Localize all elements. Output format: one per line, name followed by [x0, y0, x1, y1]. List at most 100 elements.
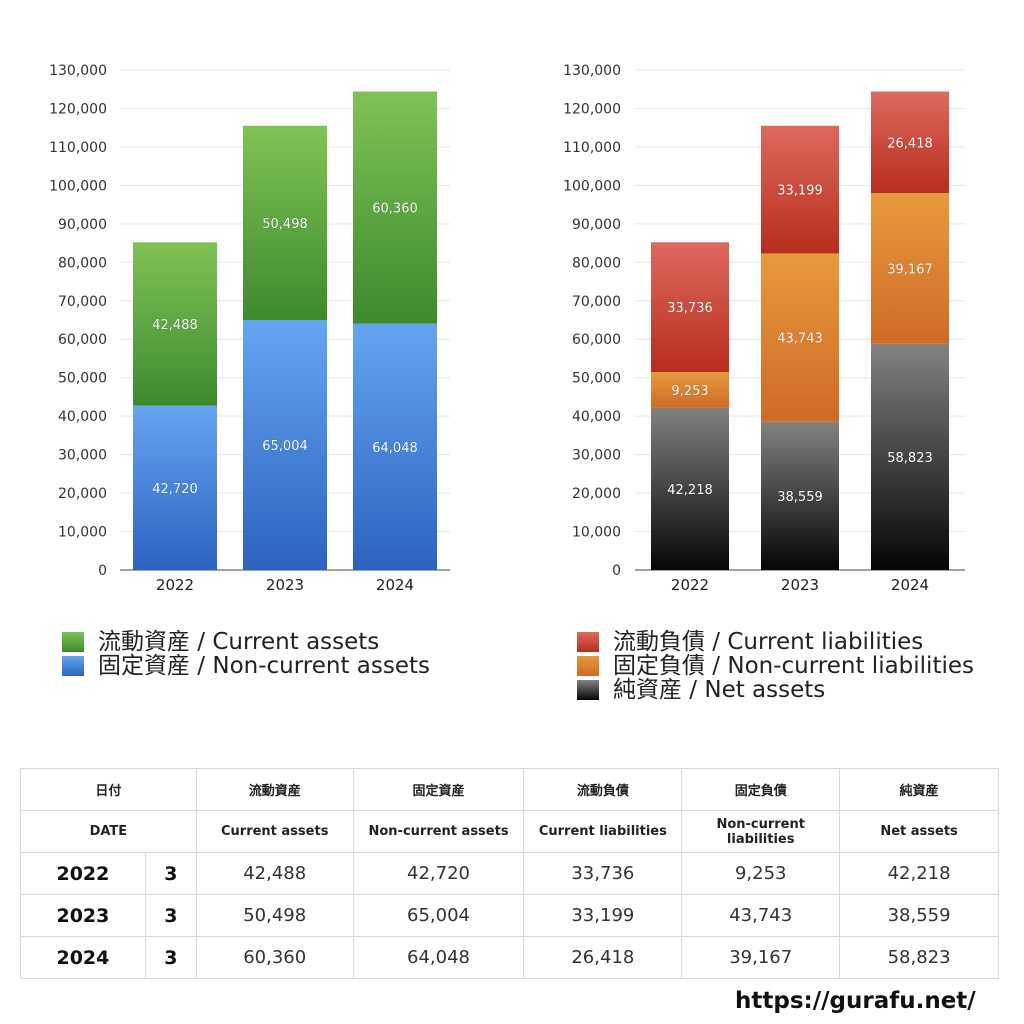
header-noncurrent-assets-en: Non-current assets [352, 810, 525, 853]
table-header-row-en: DATE Current assets Non-current assets C… [20, 810, 999, 853]
header-noncurrent-liabilities-jp: 固定負債 [681, 768, 841, 811]
bar-segment [353, 323, 437, 570]
cell-current-assets: 42,488 [195, 852, 354, 895]
legend-item-current-assets: 流動資産 / Current assets [62, 630, 430, 654]
cell-noncurrent-liabilities: 9,253 [681, 852, 841, 895]
row-month: 3 [144, 852, 197, 895]
cell-noncurrent-assets: 42,720 [352, 852, 525, 895]
cell-net-assets: 38,559 [839, 894, 999, 937]
y-tick-label: 110,000 [563, 140, 621, 156]
assets-legend: 流動資産 / Current assets 固定資産 / Non-current… [62, 630, 430, 678]
bar-segment [761, 253, 839, 422]
bar-data-label: 9,253 [671, 384, 708, 399]
y-tick-label: 0 [98, 563, 107, 579]
y-tick-label: 20,000 [572, 486, 621, 502]
header-current-liabilities-jp: 流動負債 [523, 768, 683, 811]
table-row: 2022 3 42,488 42,720 33,736 9,253 42,218 [20, 852, 999, 895]
cell-net-assets: 58,823 [839, 936, 999, 979]
site-url[interactable]: https://gurafu.net/ [735, 988, 976, 1014]
cell-noncurrent-assets: 65,004 [352, 894, 525, 937]
x-tick-label: 2024 [891, 576, 929, 594]
y-tick-label: 70,000 [58, 294, 107, 310]
bar-data-label: 38,559 [777, 490, 823, 505]
y-tick-label: 100,000 [49, 178, 107, 194]
y-tick-label: 90,000 [58, 217, 107, 233]
legend-label-noncurrent-assets: 固定資産 / Non-current assets [98, 653, 431, 679]
bar-segment [651, 407, 729, 570]
cell-net-assets: 42,218 [839, 852, 999, 895]
bar-segment [353, 91, 437, 324]
x-tick-label: 2024 [376, 576, 414, 594]
bar-segment [761, 421, 839, 570]
y-tick-label: 120,000 [49, 101, 107, 117]
bar-segment [651, 242, 729, 373]
header-date-en: DATE [20, 810, 197, 853]
legend-label-net-assets: 純資産 / Net assets [613, 677, 826, 703]
y-tick-label: 80,000 [58, 255, 107, 271]
bar-data-label: 64,048 [372, 441, 418, 456]
bar-segment [651, 372, 729, 408]
bar-segment [761, 125, 839, 254]
assets-chart: 0 10,000 20,000 30,000 40,000 50,000 60,000 70,… [49, 63, 450, 594]
x-tick-label: 2023 [266, 576, 304, 594]
legend-label-current-liabilities: 流動負債 / Current liabilities [613, 629, 924, 655]
bar-data-label: 26,418 [887, 136, 933, 151]
header-date-jp: 日付 [20, 768, 197, 811]
y-tick-label: 90,000 [572, 217, 621, 233]
bar-data-label: 42,488 [152, 318, 198, 333]
legend-swatch-current-assets [62, 632, 84, 652]
header-net-assets-jp: 純資産 [839, 768, 999, 811]
legend-label-current-assets: 流動資産 / Current assets [98, 629, 380, 655]
row-year: 2022 [20, 852, 146, 895]
y-tick-label: 130,000 [563, 63, 621, 79]
y-tick-label: 110,000 [49, 140, 107, 156]
y-tick-label: 40,000 [572, 409, 621, 425]
cell-noncurrent-assets: 64,048 [352, 936, 525, 979]
cell-current-assets: 50,498 [195, 894, 354, 937]
table-row: 2023 3 50,498 65,004 33,199 43,743 38,55… [20, 894, 999, 937]
table-header-row-jp: 日付 流動資産 固定資産 流動負債 固定負債 純資産 [20, 768, 999, 811]
bar-data-label: 42,720 [152, 482, 198, 497]
y-tick-label: 50,000 [572, 371, 621, 387]
legend-swatch-current-liabilities [577, 632, 599, 652]
legend-item-net-assets: 純資産 / Net assets [577, 678, 974, 702]
table-row: 2024 3 60,360 64,048 26,418 39,167 58,82… [20, 936, 999, 979]
y-tick-label: 30,000 [572, 448, 621, 464]
bar-data-label: 50,498 [262, 217, 308, 232]
y-tick-label: 0 [612, 563, 621, 579]
cell-noncurrent-liabilities: 39,167 [681, 936, 841, 979]
y-tick-label: 10,000 [58, 525, 107, 541]
bar-segment [871, 343, 949, 570]
cell-current-liabilities: 33,736 [523, 852, 683, 895]
row-month: 3 [144, 894, 197, 937]
bar-segment [243, 319, 327, 570]
bar-data-label: 33,736 [667, 301, 713, 316]
legend-item-current-liabilities: 流動負債 / Current liabilities [577, 630, 974, 654]
liabilities-chart: 0 10,000 20,000 30,000 40,000 50,000 60,000 70,… [563, 63, 965, 594]
row-year: 2023 [20, 894, 146, 937]
liabilities-legend: 流動負債 / Current liabilities 固定負債 / Non-cu… [577, 630, 974, 702]
header-current-liabilities-en: Current liabilities [523, 810, 683, 853]
bar-data-label: 42,218 [667, 483, 713, 498]
y-tick-label: 80,000 [572, 255, 621, 271]
cell-current-liabilities: 33,199 [523, 894, 683, 937]
bar-segment [871, 193, 949, 344]
legend-swatch-noncurrent-liabilities [577, 656, 599, 676]
bar-segment [871, 91, 949, 194]
row-month: 3 [144, 936, 197, 979]
y-tick-label: 70,000 [572, 294, 621, 310]
y-tick-label: 50,000 [58, 371, 107, 387]
header-net-assets-en: Net assets [839, 810, 999, 853]
y-tick-label: 100,000 [563, 178, 621, 194]
bar-data-label: 39,167 [887, 262, 933, 277]
x-tick-label: 2022 [156, 576, 194, 594]
bar-data-label: 33,199 [777, 184, 823, 199]
header-noncurrent-assets-jp: 固定資産 [352, 768, 525, 811]
bar-data-label: 60,360 [372, 202, 418, 217]
x-tick-label: 2022 [671, 576, 709, 594]
bar-data-label: 65,004 [262, 439, 308, 454]
y-tick-label: 60,000 [572, 332, 621, 348]
legend-swatch-noncurrent-assets [62, 656, 84, 676]
y-tick-label: 120,000 [563, 101, 621, 117]
header-noncurrent-liabilities-en: Non-current liabilities [681, 810, 841, 853]
